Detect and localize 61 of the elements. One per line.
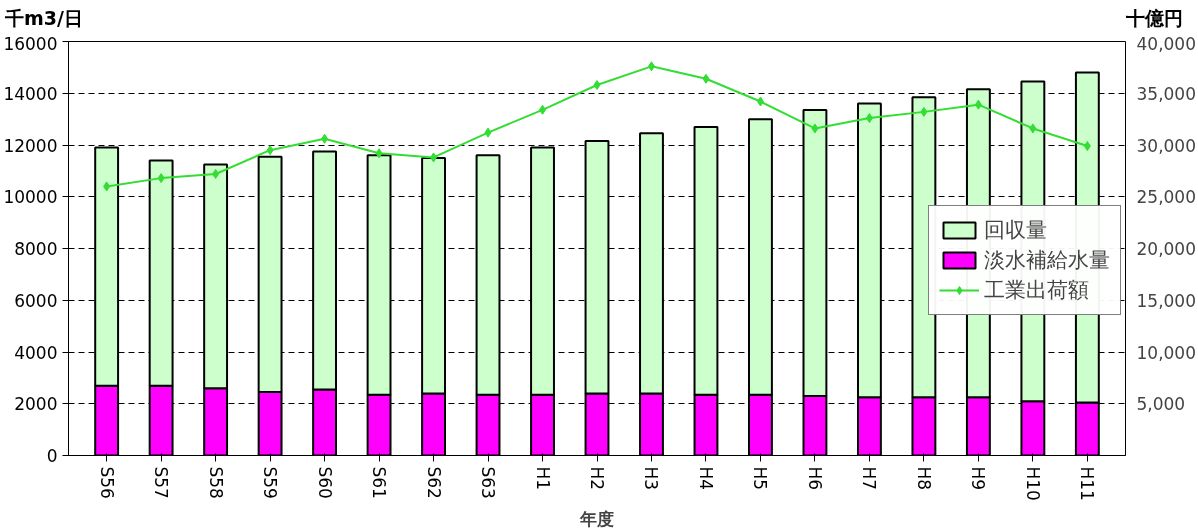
y2-tick-label: 10,000 bbox=[1136, 342, 1196, 363]
x-tick-label: S63 bbox=[478, 466, 499, 499]
legend-label: 工業出荷額 bbox=[984, 277, 1089, 304]
y-tick-label: 14000 bbox=[3, 83, 58, 104]
x-tick-label: H10 bbox=[1022, 466, 1043, 501]
y2-axis-title: 十億円 bbox=[1126, 6, 1183, 31]
y2-tick-label: 15,000 bbox=[1136, 290, 1196, 311]
y-tick-label: 10000 bbox=[3, 187, 58, 208]
point bbox=[865, 113, 873, 124]
y-tick-label: 2000 bbox=[14, 394, 58, 415]
x-tick-label: H7 bbox=[859, 466, 880, 491]
x-tick-label: H5 bbox=[750, 466, 771, 491]
y-tick-label: 0 bbox=[46, 446, 58, 466]
point bbox=[974, 99, 982, 110]
y-tick-label: 12000 bbox=[3, 135, 58, 156]
y2-tick-label: 30,000 bbox=[1136, 135, 1196, 156]
point bbox=[1029, 123, 1037, 134]
x-tick-label: H9 bbox=[968, 466, 989, 491]
y-axis-title: 千m3/日 bbox=[5, 6, 83, 31]
legend-label: 淡水補給水量 bbox=[984, 247, 1110, 274]
y-tick-label: 6000 bbox=[14, 290, 58, 311]
point bbox=[593, 79, 601, 90]
legend-label: 回収量 bbox=[984, 217, 1047, 244]
point bbox=[920, 106, 928, 117]
point bbox=[702, 73, 710, 84]
point bbox=[103, 181, 111, 192]
y2-tick-label: 35,000 bbox=[1136, 83, 1196, 104]
point bbox=[539, 104, 547, 115]
point bbox=[321, 133, 329, 144]
x-tick-label: H3 bbox=[641, 466, 662, 491]
y-tick-label: 4000 bbox=[14, 342, 58, 363]
point bbox=[375, 148, 383, 159]
x-tick-label: H8 bbox=[913, 466, 934, 491]
x-tick-label: H1 bbox=[532, 466, 553, 491]
point bbox=[756, 96, 764, 107]
point bbox=[647, 61, 655, 72]
x-tick-label: H6 bbox=[804, 466, 825, 491]
y-tick-label: 16000 bbox=[3, 33, 58, 54]
point bbox=[430, 152, 438, 163]
x-tick-label: S57 bbox=[151, 466, 172, 499]
x-tick-label: H2 bbox=[587, 466, 607, 491]
point bbox=[811, 123, 819, 134]
x-axis-title: 年度 bbox=[579, 508, 614, 529]
x-tick-label: S62 bbox=[423, 466, 444, 499]
point bbox=[157, 173, 165, 184]
x-tick-label: S56 bbox=[96, 466, 117, 499]
x-tick-label: S61 bbox=[369, 466, 390, 499]
point bbox=[212, 168, 220, 179]
y2-tick-label: 5,000 bbox=[1136, 394, 1186, 415]
x-tick-label: H11 bbox=[1077, 466, 1098, 501]
point bbox=[484, 127, 492, 138]
x-tick-label: S60 bbox=[314, 466, 335, 499]
x-tick-label: H4 bbox=[695, 466, 716, 491]
y-tick-label: 8000 bbox=[14, 239, 58, 259]
y2-tick-label: 20,000 bbox=[1136, 239, 1196, 259]
y2-tick-label: 40,000 bbox=[1136, 33, 1196, 54]
x-tick-label: S58 bbox=[205, 466, 226, 499]
y2-tick-label: 25,000 bbox=[1136, 187, 1196, 208]
point bbox=[1083, 141, 1091, 152]
point bbox=[266, 145, 274, 156]
x-tick-label: S59 bbox=[260, 466, 281, 499]
